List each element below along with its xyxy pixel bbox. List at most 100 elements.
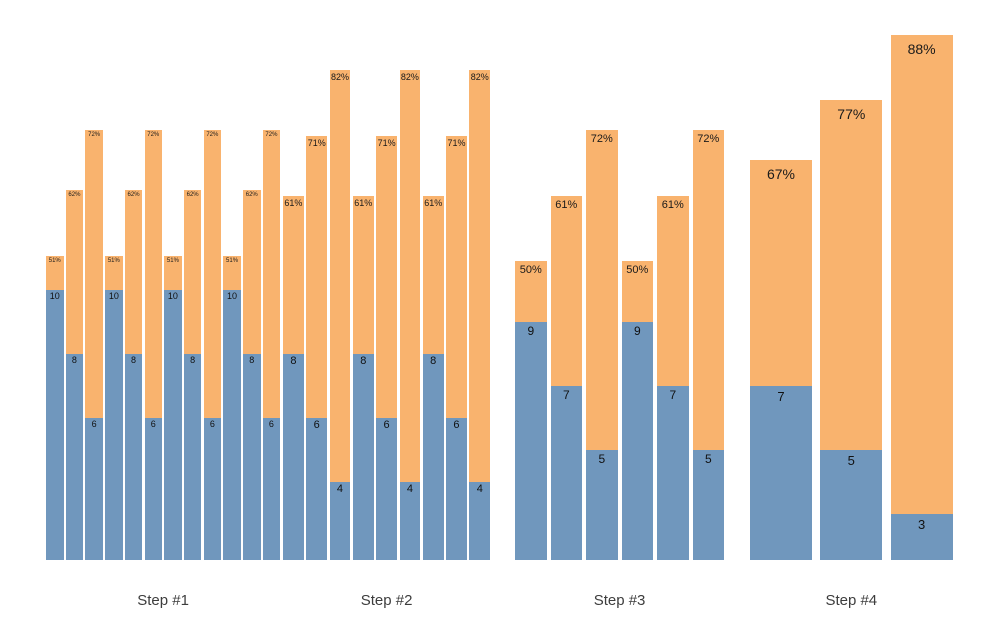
bar-value-label: 8 bbox=[71, 355, 77, 365]
bar-pct-label: 50% bbox=[626, 264, 649, 276]
bar-lower-segment: 6 bbox=[203, 418, 222, 560]
funnel-bar: 50% 9 bbox=[515, 261, 547, 560]
bar-upper-segment: 61% bbox=[550, 196, 583, 386]
bar-upper-segment: 62% bbox=[243, 190, 261, 354]
bar-upper-segment: 71% bbox=[376, 136, 397, 418]
bar-lower-segment: 8 bbox=[65, 354, 84, 560]
funnel-bar: 82% 4 bbox=[469, 70, 491, 560]
funnel-bar: 72% 5 bbox=[586, 130, 618, 560]
funnel-bar: 82% 4 bbox=[399, 70, 421, 560]
bar-lower-segment: 3 bbox=[890, 514, 953, 560]
bar-pct-label: 50% bbox=[519, 264, 542, 276]
funnel-bar: 88% 3 bbox=[890, 35, 953, 560]
bar-upper-segment: 50% bbox=[515, 261, 547, 322]
funnel-bar: 62% 8 bbox=[65, 190, 84, 560]
bar-value-label: 6 bbox=[313, 419, 320, 431]
bar-lower-segment: 5 bbox=[692, 450, 725, 560]
bar-lower-segment: 8 bbox=[352, 354, 374, 560]
bar-lower-segment: 6 bbox=[376, 418, 397, 560]
bar-pct-label: 82% bbox=[400, 72, 419, 82]
bar-pct-label: 61% bbox=[555, 199, 578, 211]
bar-upper-segment: 72% bbox=[85, 130, 103, 418]
bar-value-label: 10 bbox=[227, 291, 238, 301]
bar-lower-segment: 7 bbox=[657, 386, 689, 560]
bar-value-label: 4 bbox=[406, 483, 413, 495]
bar-upper-segment: 61% bbox=[283, 196, 304, 354]
step-label-2: Step #2 bbox=[360, 592, 413, 609]
bar-lower-segment: 10 bbox=[105, 290, 123, 560]
bar-value-label: 6 bbox=[453, 419, 460, 431]
funnel-bar: 61% 8 bbox=[352, 196, 374, 560]
bar-pct-label: 51% bbox=[226, 258, 239, 264]
funnel-bar: 61% 8 bbox=[283, 196, 304, 560]
bar-pct-label: 51% bbox=[107, 258, 120, 264]
funnel-bar: 50% 9 bbox=[621, 261, 654, 560]
bar-value-label: 6 bbox=[268, 419, 274, 429]
bar-pct-label: 72% bbox=[265, 132, 278, 138]
bar-upper-segment: 72% bbox=[262, 130, 281, 418]
bar-lower-segment: 6 bbox=[306, 418, 328, 560]
bar-lower-segment: 10 bbox=[223, 290, 241, 560]
bar-lower-segment: 6 bbox=[85, 418, 103, 560]
bar-upper-segment: 61% bbox=[352, 196, 374, 354]
funnel-bar: 61% 7 bbox=[657, 196, 689, 560]
bar-lower-segment: 6 bbox=[262, 418, 281, 560]
bar-pct-label: 77% bbox=[837, 106, 866, 122]
funnel-bar: 72% 5 bbox=[692, 130, 725, 560]
step-label-3: Step #3 bbox=[593, 592, 646, 609]
funnel-bar: 71% 6 bbox=[306, 136, 328, 560]
bar-upper-segment: 61% bbox=[657, 196, 689, 386]
bar-lower-segment: 8 bbox=[124, 354, 143, 560]
bar-value-label: 10 bbox=[167, 291, 178, 301]
bar-pct-label: 61% bbox=[424, 198, 443, 208]
funnel-bar: 61% 8 bbox=[422, 196, 444, 560]
bar-upper-segment: 72% bbox=[144, 130, 162, 418]
bar-lower-segment: 9 bbox=[515, 322, 547, 560]
bar-pct-label: 71% bbox=[447, 138, 466, 148]
bar-value-label: 6 bbox=[150, 419, 156, 429]
bar-pct-label: 61% bbox=[661, 199, 684, 211]
bar-value-label: 8 bbox=[131, 355, 137, 365]
funnel-bar: 82% 4 bbox=[329, 70, 351, 560]
bar-value-label: 8 bbox=[290, 355, 297, 367]
bar-value-label: 8 bbox=[249, 355, 255, 365]
bar-upper-segment: 51% bbox=[46, 256, 64, 290]
bar-pct-label: 61% bbox=[284, 198, 303, 208]
bar-upper-segment: 71% bbox=[306, 136, 328, 418]
bar-upper-segment: 82% bbox=[329, 70, 351, 482]
bar-value-label: 9 bbox=[527, 324, 535, 338]
bar-value-label: 10 bbox=[49, 291, 60, 301]
bar-pct-label: 72% bbox=[88, 132, 101, 138]
bar-lower-segment: 4 bbox=[399, 482, 421, 560]
bar-value-label: 7 bbox=[669, 388, 677, 402]
bar-lower-segment: 7 bbox=[750, 386, 812, 560]
bar-lower-segment: 5 bbox=[820, 450, 883, 560]
bar-upper-segment: 72% bbox=[692, 130, 725, 450]
funnel-bar: 62% 8 bbox=[243, 190, 261, 560]
funnel-bar: 61% 7 bbox=[550, 196, 583, 560]
bar-pct-label: 62% bbox=[245, 192, 258, 198]
funnel-bar: 72% 6 bbox=[203, 130, 222, 560]
bar-pct-label: 51% bbox=[166, 258, 179, 264]
bar-value-label: 8 bbox=[190, 355, 196, 365]
bar-upper-segment: 71% bbox=[446, 136, 467, 418]
bar-upper-segment: 62% bbox=[124, 190, 143, 354]
bar-pct-label: 82% bbox=[470, 72, 489, 82]
bar-upper-segment: 82% bbox=[469, 70, 491, 482]
bar-lower-segment: 8 bbox=[183, 354, 202, 560]
funnel-bar: 51% 10 bbox=[46, 256, 64, 560]
bar-value-label: 5 bbox=[847, 453, 855, 468]
funnel-bar: 72% 6 bbox=[144, 130, 162, 560]
bar-lower-segment: 8 bbox=[243, 354, 261, 560]
bar-pct-label: 88% bbox=[907, 41, 936, 57]
bar-value-label: 3 bbox=[917, 517, 926, 532]
bar-upper-segment: 51% bbox=[164, 256, 182, 290]
bar-value-label: 4 bbox=[336, 483, 344, 495]
bar-pct-label: 62% bbox=[68, 192, 81, 198]
bar-pct-label: 62% bbox=[186, 192, 199, 198]
bar-upper-segment: 72% bbox=[586, 130, 618, 450]
funnel-bar: 71% 6 bbox=[376, 136, 397, 560]
bar-value-label: 8 bbox=[430, 355, 437, 367]
funnel-bar: 51% 10 bbox=[223, 256, 241, 560]
